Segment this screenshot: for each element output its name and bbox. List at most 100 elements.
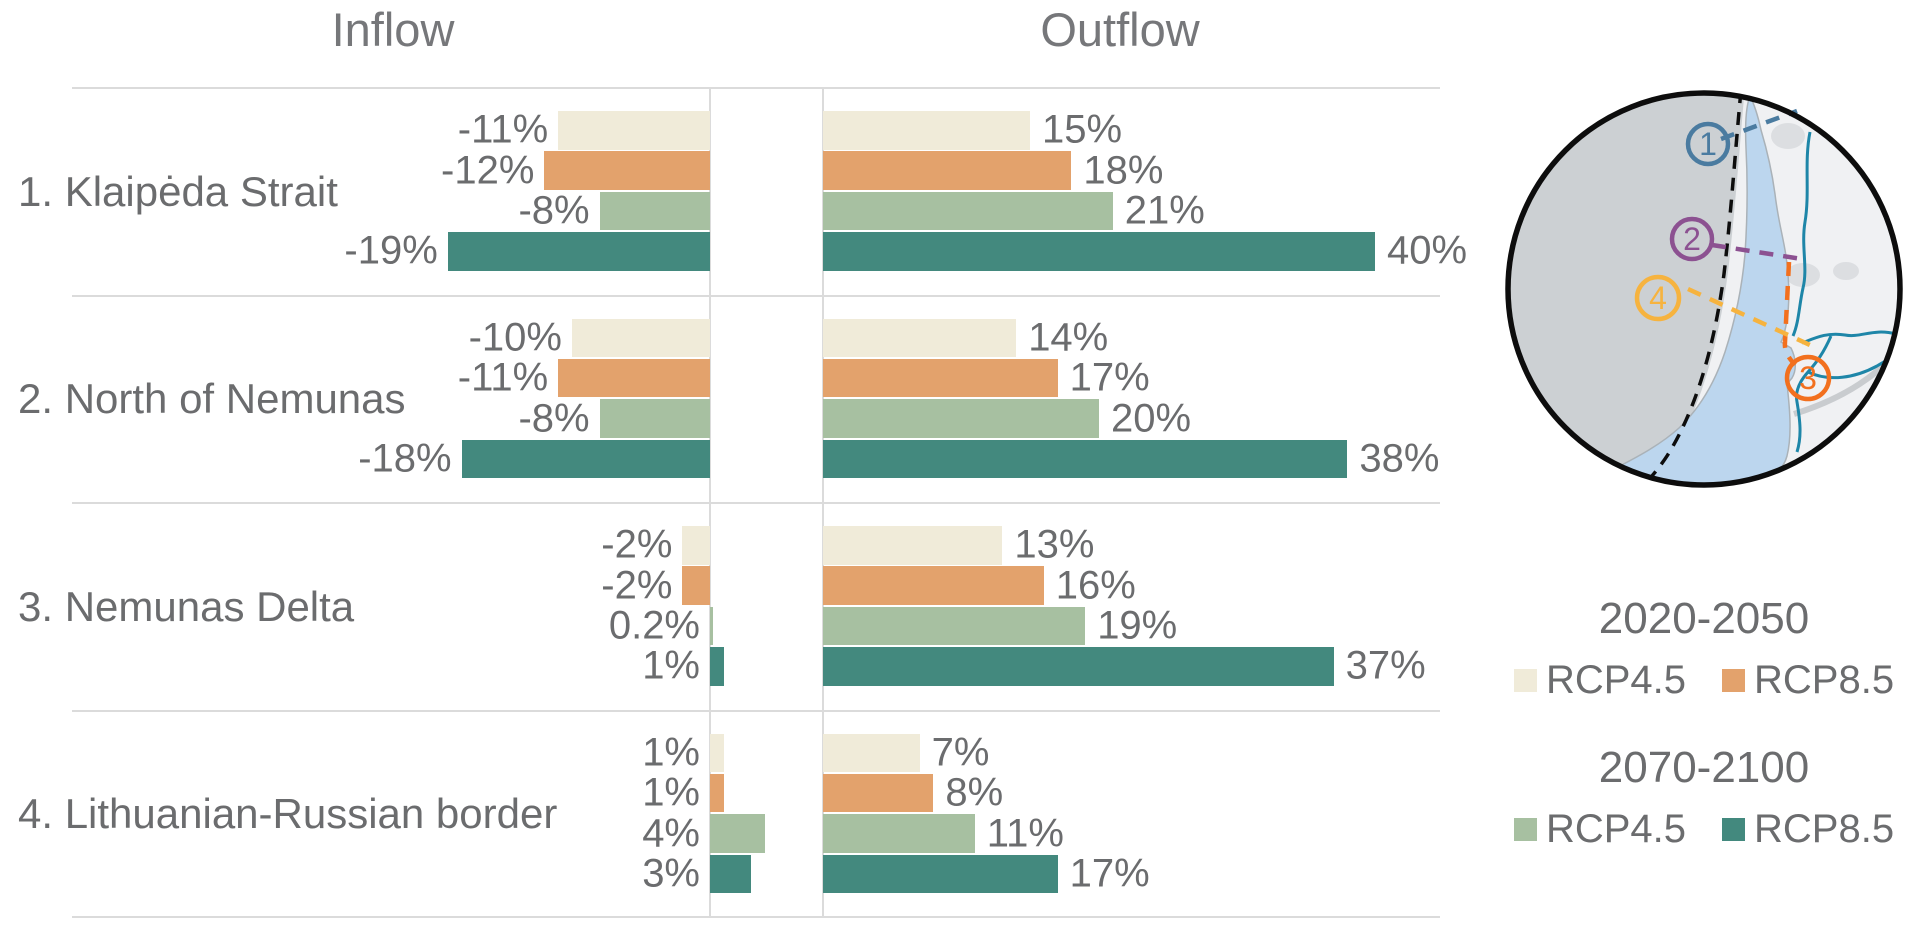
bar-value-label: -12%	[441, 148, 535, 193]
bar-value-label: -8%	[518, 396, 590, 441]
category-label: 4. Lithuanian-Russian border	[18, 789, 558, 837]
marker-3-number: 3	[1799, 360, 1817, 396]
bar-inflow	[710, 773, 724, 813]
bar-inflow	[461, 439, 710, 479]
bar-value-label: 0.2%	[608, 603, 700, 648]
legend-group-2070-2100: 2070-2100 RCP4.5 RCP8.5	[1498, 743, 1910, 852]
bar-value-label: 37%	[1345, 643, 1426, 688]
bar-inflow	[447, 232, 710, 271]
zero-axis-line	[822, 88, 824, 917]
bar-value-label: 13%	[1014, 522, 1095, 567]
legend-title-period-2: 2070-2100	[1598, 743, 1810, 792]
marker-2-number: 2	[1683, 221, 1701, 257]
map-city-patch	[1786, 263, 1820, 287]
bar-inflow	[544, 151, 710, 190]
map-markers: 1 2 3 4	[1634, 121, 1832, 402]
category-label: 3. Nemunas Delta	[18, 582, 355, 630]
legend-swatch-rcp85-near	[1722, 669, 1745, 692]
bar-inflow	[572, 318, 710, 357]
bar-value-label: -8%	[518, 188, 590, 233]
inflow-panel-title: Inflow	[331, 3, 455, 56]
bar-value-label: 16%	[1055, 563, 1136, 608]
outflow-panel-title: Outflow	[1040, 3, 1200, 56]
bar-outflow	[823, 647, 1334, 686]
bar-value-label: 21%	[1124, 188, 1205, 233]
map-city-patch	[1771, 123, 1805, 149]
legend-swatch-rcp45-far	[1513, 818, 1537, 841]
map-svg: 1 2 3 4	[1505, 90, 1903, 488]
bar-outflow	[823, 814, 975, 853]
bar-outflow	[823, 526, 1003, 565]
location-inset-map: 1 2 3 4	[1498, 84, 1910, 496]
bar-value-label: -11%	[457, 107, 549, 152]
bar-outflow	[823, 773, 934, 813]
bar-inflow	[558, 111, 710, 150]
map-outline-circle	[1505, 90, 1903, 488]
marker-4-number: 4	[1649, 280, 1667, 316]
row-separator-line	[72, 502, 1440, 504]
bar-value-label: 17%	[1069, 355, 1150, 400]
bar-value-label: 7%	[931, 730, 990, 775]
bar-value-label: 1%	[642, 730, 700, 775]
legend-item-rcp85-near: RCP8.5	[1722, 658, 1894, 703]
legend-item-rcp45-near: RCP4.5	[1513, 658, 1686, 703]
bar-value-label: -19%	[344, 228, 438, 273]
marker-3-circle	[1784, 354, 1832, 402]
bar-value-label: 38%	[1359, 436, 1440, 481]
legend-item-rcp45-far: RCP4.5	[1513, 807, 1686, 852]
legend-group-2020-2050: 2020-2050 RCP4.5 RCP8.5	[1498, 594, 1910, 703]
bar-inflow	[710, 854, 752, 894]
marker-1-number: 1	[1699, 126, 1717, 162]
marker-1-circle	[1685, 121, 1731, 167]
legend: 2020-2050 RCP4.5 RCP8.5 2070-2100 RCP4.5	[1498, 594, 1910, 852]
bar-inflow	[682, 566, 710, 605]
bar-inflow	[710, 814, 766, 853]
bar-outflow	[823, 733, 920, 772]
bar-value-label: 19%	[1097, 603, 1178, 648]
bar-outflow	[823, 439, 1348, 479]
bar-inflow	[558, 358, 710, 398]
legend-label-rcp85-near: RCP8.5	[1754, 658, 1895, 702]
row-separator-line	[72, 915, 1440, 918]
bar-inflow	[599, 191, 710, 231]
legend-item-rcp85-far: RCP8.5	[1722, 807, 1894, 852]
map-river-nemunas	[1801, 330, 1897, 345]
transect-2-line	[1711, 242, 1803, 262]
bar-value-label: 1%	[642, 770, 700, 815]
bar-value-label: -18%	[358, 436, 452, 481]
bar-value-label: 40%	[1387, 228, 1468, 273]
map-river-branch	[1795, 335, 1833, 453]
bar-value-label: 3%	[642, 851, 700, 896]
bar-outflow	[823, 606, 1086, 646]
legend-title-period-1: 2020-2050	[1598, 594, 1810, 643]
bar-value-label: 11%	[986, 811, 1064, 856]
bar-value-label: 15%	[1042, 107, 1123, 152]
bar-value-label: 18%	[1083, 148, 1164, 193]
legend-swatch-rcp85-far	[1722, 818, 1745, 841]
bar-value-label: -10%	[468, 315, 562, 360]
marker-2-circle	[1669, 216, 1715, 262]
bar-value-label: 1%	[642, 643, 700, 688]
bar-outflow	[823, 232, 1375, 271]
bar-inflow	[710, 606, 713, 646]
legend-swatch-rcp45-near	[1513, 669, 1537, 692]
legend-label-rcp45-near: RCP4.5	[1545, 658, 1686, 702]
zero-axis-line	[709, 88, 711, 917]
bar-value-label: 8%	[945, 770, 1004, 815]
bar-outflow	[823, 854, 1058, 894]
map-border-dashed-line	[1580, 93, 1743, 485]
category-label: 1. Klaipėda Strait	[18, 167, 338, 215]
bar-inflow	[599, 399, 710, 438]
bar-inflow	[710, 647, 724, 686]
bar-outflow	[823, 318, 1017, 357]
bar-inflow	[710, 733, 724, 772]
bar-outflow	[823, 399, 1099, 438]
bar-value-label: 4%	[642, 811, 700, 856]
row-separator-line	[72, 709, 1440, 712]
legend-label-rcp45-far: RCP4.5	[1545, 807, 1686, 851]
category-label: 2. North of Nemunas	[18, 375, 406, 423]
legend-label-rcp85-far: RCP8.5	[1754, 807, 1895, 851]
bar-outflow	[823, 358, 1058, 398]
bar-inflow	[682, 526, 710, 565]
